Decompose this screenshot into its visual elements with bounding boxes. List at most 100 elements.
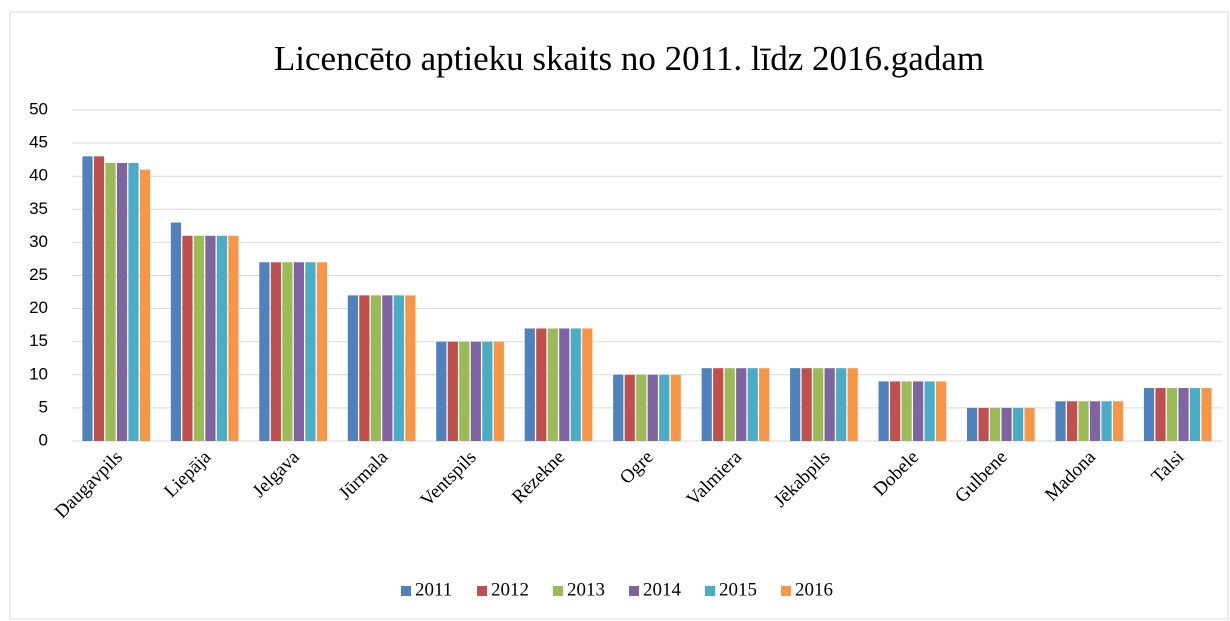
bar	[1155, 388, 1166, 441]
bar	[570, 328, 581, 441]
bar	[701, 368, 712, 441]
bar	[1078, 401, 1089, 441]
bar	[359, 295, 370, 441]
bar	[228, 235, 239, 441]
bar	[913, 381, 924, 441]
bar	[582, 328, 593, 441]
bar	[736, 368, 747, 441]
legend-label: 2016	[795, 579, 833, 600]
legend-swatch	[781, 586, 791, 596]
chart-title: Licencēto aptieku skaits no 2011. līdz 2…	[274, 39, 984, 78]
bar	[1001, 407, 1012, 441]
bar	[216, 235, 228, 441]
y-tick-label: 5	[39, 397, 48, 416]
bar	[659, 374, 670, 441]
bar	[470, 341, 481, 441]
bar	[713, 368, 724, 441]
legend-swatch	[629, 586, 639, 596]
y-tick-label: 30	[29, 232, 48, 251]
y-tick-label: 25	[29, 265, 48, 284]
bar	[759, 368, 770, 441]
legend-swatch	[553, 586, 563, 596]
bar	[305, 262, 316, 441]
bar	[1055, 401, 1066, 441]
y-tick-label: 0	[39, 430, 48, 449]
bar	[747, 368, 758, 441]
bar	[316, 262, 328, 441]
bar	[382, 295, 393, 441]
bar	[901, 381, 912, 441]
bar	[724, 368, 735, 441]
bar	[1024, 407, 1035, 441]
bar	[93, 156, 105, 441]
y-tick-label: 45	[29, 133, 48, 152]
bar	[1166, 388, 1178, 441]
y-tick-label: 10	[29, 364, 48, 383]
bar	[270, 262, 282, 441]
y-tick-label: 50	[29, 99, 48, 118]
bar	[1101, 401, 1112, 441]
bar	[293, 262, 305, 441]
bar	[647, 374, 658, 441]
legend-label: 2013	[567, 579, 605, 600]
bar	[259, 262, 270, 441]
bar	[847, 368, 858, 441]
y-tick-label: 35	[29, 199, 48, 218]
bar	[790, 368, 801, 441]
bar	[370, 295, 381, 441]
bar	[624, 374, 635, 441]
bar	[1112, 401, 1124, 441]
bar	[801, 368, 812, 441]
bar	[105, 162, 116, 441]
legend-swatch	[401, 586, 411, 596]
legend-label: 2012	[491, 579, 529, 600]
bar	[482, 341, 493, 441]
legend-swatch	[705, 586, 715, 596]
bar	[670, 374, 681, 441]
bar	[936, 381, 947, 441]
bar	[205, 235, 216, 441]
bar	[116, 162, 128, 441]
bar	[1012, 407, 1024, 441]
chart-border	[9, 11, 1229, 620]
bar	[182, 235, 193, 441]
bar	[393, 295, 404, 441]
bar	[405, 295, 416, 441]
y-tick-label: 20	[29, 298, 48, 317]
bar	[1066, 401, 1078, 441]
legend-swatch	[477, 586, 487, 596]
bar	[559, 328, 570, 441]
bar	[139, 169, 151, 441]
legend-label: 2014	[643, 579, 682, 600]
bar	[924, 381, 935, 441]
bar	[82, 156, 93, 441]
bar	[459, 341, 470, 441]
legend-label: 2011	[415, 579, 452, 600]
bar	[347, 295, 358, 441]
bar	[170, 222, 182, 441]
bar	[536, 328, 547, 441]
bar	[436, 341, 447, 441]
bar	[193, 235, 205, 441]
bar	[524, 328, 535, 441]
bar	[1143, 388, 1155, 441]
bar	[966, 407, 978, 441]
legend-label: 2015	[719, 579, 757, 600]
bar	[636, 374, 647, 441]
bar	[824, 368, 835, 441]
y-tick-label: 40	[29, 166, 48, 185]
bar	[989, 407, 1001, 441]
bar	[613, 374, 624, 441]
bar	[1089, 401, 1101, 441]
bar	[836, 368, 847, 441]
bar	[878, 381, 889, 441]
bar	[813, 368, 824, 441]
bar	[978, 407, 989, 441]
bar	[547, 328, 558, 441]
bar	[282, 262, 293, 441]
bar	[1189, 388, 1201, 441]
y-tick-label: 15	[29, 331, 48, 350]
bar	[890, 381, 901, 441]
bar	[128, 162, 139, 441]
